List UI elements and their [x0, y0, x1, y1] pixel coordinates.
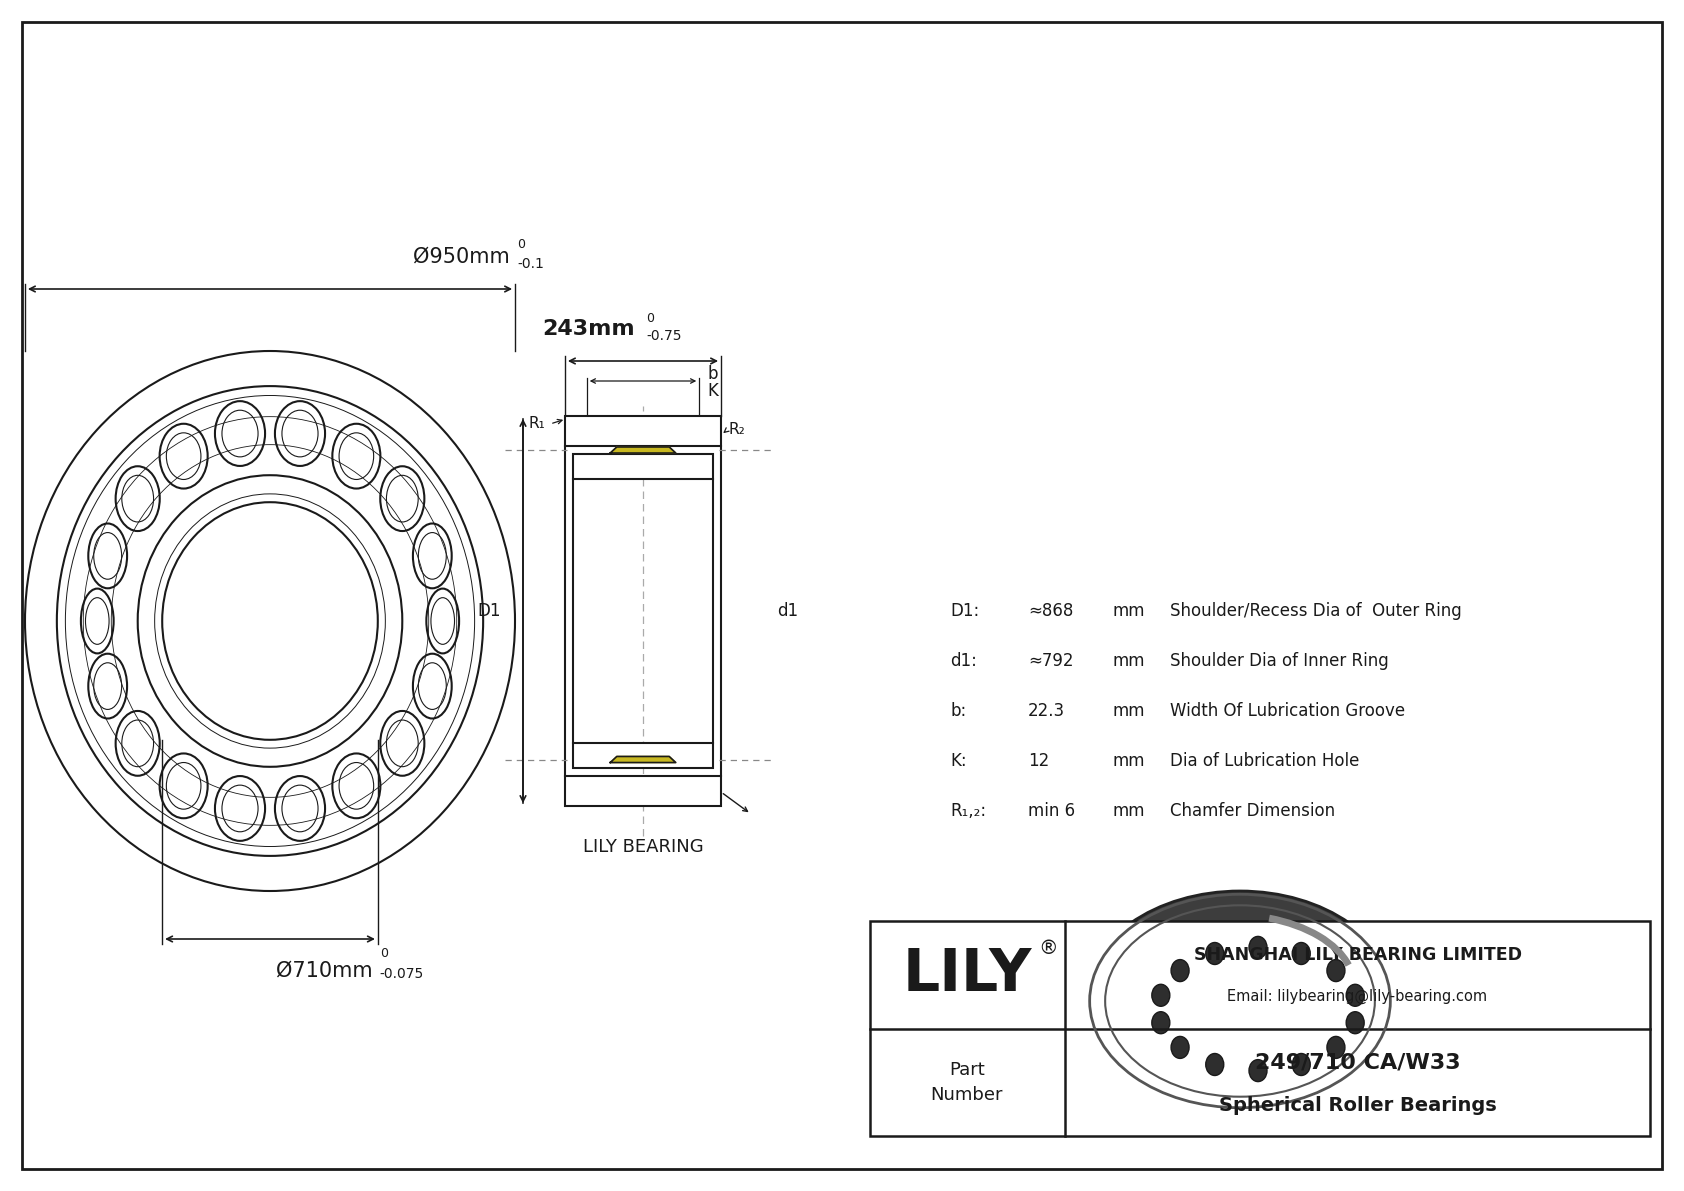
Text: D1: D1: [478, 601, 502, 621]
Text: D1:: D1:: [950, 601, 980, 621]
Text: d1:: d1:: [950, 651, 977, 671]
Ellipse shape: [1206, 1054, 1224, 1075]
Text: R₁,₂:: R₁,₂:: [950, 802, 987, 819]
Text: -0.1: -0.1: [517, 257, 544, 272]
Text: 12: 12: [1027, 752, 1049, 771]
Bar: [566, 416, 721, 445]
Text: ≈792: ≈792: [1027, 651, 1073, 671]
Text: SHANGHAI LILY BEARING LIMITED: SHANGHAI LILY BEARING LIMITED: [1194, 947, 1522, 965]
Text: 243mm: 243mm: [542, 319, 635, 339]
Text: -0.075: -0.075: [381, 967, 424, 981]
Ellipse shape: [1170, 960, 1189, 981]
Ellipse shape: [1250, 1060, 1266, 1081]
Text: mm: mm: [1111, 651, 1145, 671]
Text: b: b: [707, 364, 717, 384]
Text: LILY: LILY: [903, 947, 1032, 1003]
Ellipse shape: [1346, 984, 1364, 1006]
Bar: [573, 743, 712, 768]
Text: Dia of Lubrication Hole: Dia of Lubrication Hole: [1170, 752, 1359, 771]
Text: min 6: min 6: [1027, 802, 1074, 819]
Bar: [566, 777, 721, 806]
Ellipse shape: [1292, 942, 1310, 965]
Ellipse shape: [1292, 1054, 1310, 1075]
Text: mm: mm: [1111, 752, 1145, 771]
Text: 0: 0: [517, 238, 525, 251]
Text: ®: ®: [1039, 940, 1058, 959]
Polygon shape: [610, 756, 675, 762]
Text: ≈868: ≈868: [1027, 601, 1073, 621]
Ellipse shape: [1170, 1036, 1189, 1059]
Text: Ø710mm: Ø710mm: [276, 961, 372, 981]
Text: mm: mm: [1111, 701, 1145, 721]
Ellipse shape: [1084, 891, 1394, 1111]
Ellipse shape: [1152, 1011, 1170, 1034]
Text: Shoulder/Recess Dia of  Outer Ring: Shoulder/Recess Dia of Outer Ring: [1170, 601, 1462, 621]
Text: Chamfer Dimension: Chamfer Dimension: [1170, 802, 1335, 819]
Bar: [573, 454, 712, 479]
Ellipse shape: [1327, 1036, 1346, 1059]
Ellipse shape: [1197, 965, 1319, 1053]
Text: K: K: [707, 382, 717, 400]
Text: 22.3: 22.3: [1027, 701, 1064, 721]
Ellipse shape: [1346, 1011, 1364, 1034]
Text: K:: K:: [950, 752, 967, 771]
Ellipse shape: [1118, 930, 1398, 1089]
Ellipse shape: [1172, 950, 1308, 1050]
Bar: [871, 921, 1650, 1136]
Ellipse shape: [1152, 984, 1170, 1006]
Text: R₁: R₁: [529, 417, 546, 431]
Text: 0: 0: [381, 947, 387, 960]
Text: R₂: R₂: [729, 423, 746, 437]
Text: b:: b:: [950, 701, 967, 721]
Text: Part
Number: Part Number: [931, 1061, 1004, 1104]
Ellipse shape: [1327, 960, 1346, 981]
Text: 0: 0: [647, 312, 653, 325]
Text: LILY BEARING: LILY BEARING: [583, 838, 704, 856]
Text: -0.75: -0.75: [647, 329, 682, 343]
Ellipse shape: [1206, 942, 1224, 965]
Polygon shape: [610, 447, 675, 453]
Text: Width Of Lubrication Groove: Width Of Lubrication Groove: [1170, 701, 1404, 721]
Text: Ø950mm: Ø950mm: [413, 247, 510, 267]
Ellipse shape: [1250, 936, 1266, 959]
Text: mm: mm: [1111, 601, 1145, 621]
Text: Shoulder Dia of Inner Ring: Shoulder Dia of Inner Ring: [1170, 651, 1389, 671]
Text: Spherical Roller Bearings: Spherical Roller Bearings: [1219, 1097, 1497, 1116]
Text: Email: lilybearing@lily-bearing.com: Email: lilybearing@lily-bearing.com: [1228, 989, 1487, 1004]
Text: d1: d1: [776, 601, 798, 621]
Text: 249/710 CA/W33: 249/710 CA/W33: [1255, 1053, 1460, 1073]
Text: mm: mm: [1111, 802, 1145, 819]
